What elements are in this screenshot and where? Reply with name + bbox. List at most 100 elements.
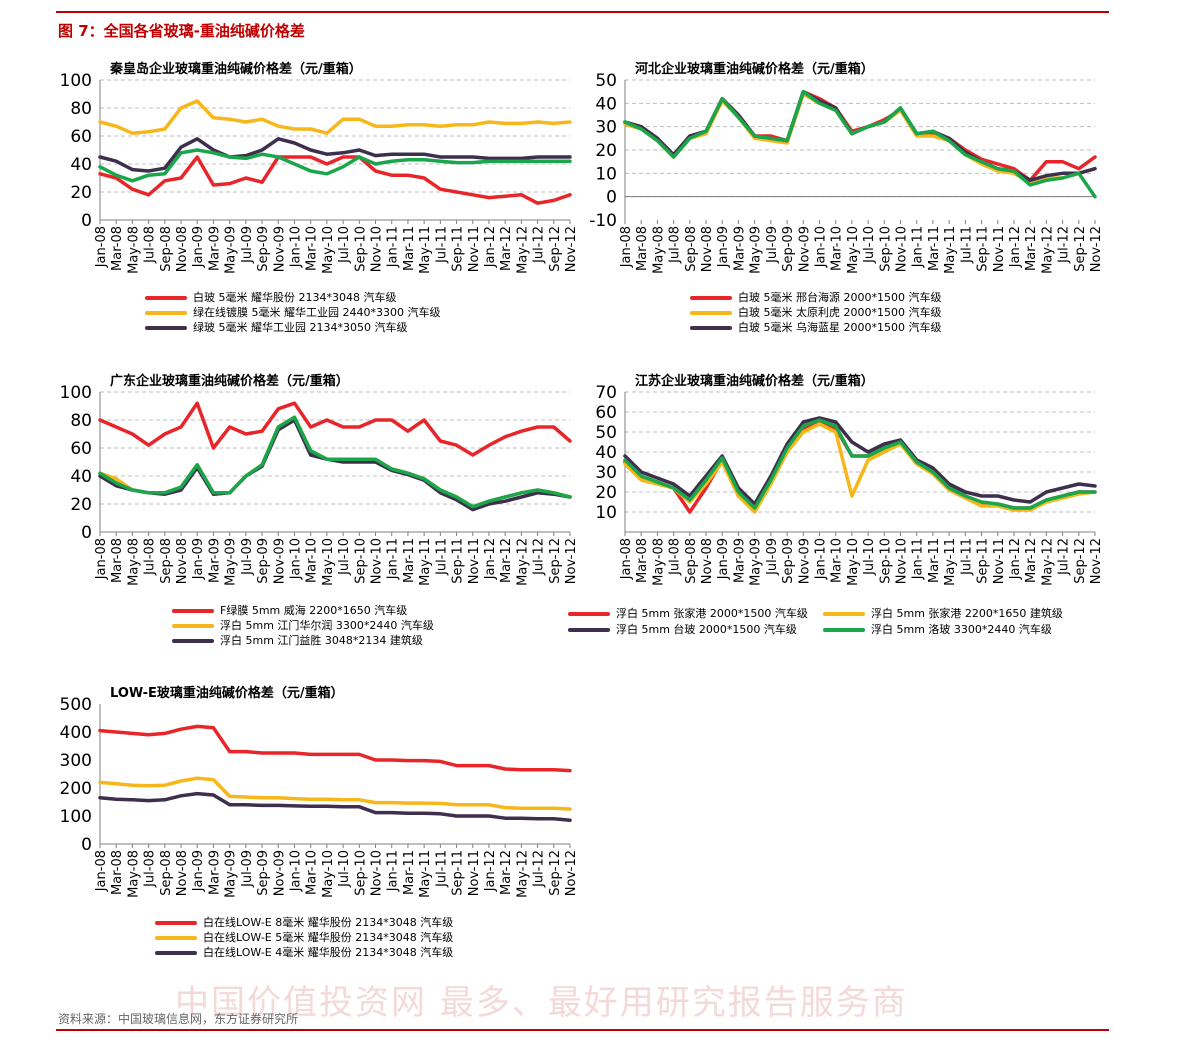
x-tick-label: Nov-10 xyxy=(895,538,910,584)
x-tick-label: Mar-09 xyxy=(207,226,222,271)
x-tick-label: Sep-10 xyxy=(353,226,368,272)
x-tick-label: Jan-09 xyxy=(716,538,731,580)
legend-item: 浮白 5mm 张家港 2200*1650 建筑级 xyxy=(823,606,1078,621)
x-tick-label: Mar-08 xyxy=(110,538,125,583)
x-tick-label: Jul-11 xyxy=(434,850,449,888)
x-tick-label: Jan-12 xyxy=(483,538,498,580)
legend-label: 白玻 5毫米 邢台海源 2000*1500 汽车级 xyxy=(738,291,942,304)
legend-swatch xyxy=(145,310,187,315)
x-tick-label: Jul-11 xyxy=(434,538,449,576)
legend-item: 白在线LOW-E 8毫米 耀华股份 2134*3048 汽车级 xyxy=(155,915,453,930)
legend-label: 白玻 5毫米 耀华股份 2134*3048 汽车级 xyxy=(193,291,397,304)
y-tick-label: 80 xyxy=(70,99,92,119)
x-tick-label: Mar-10 xyxy=(830,226,845,271)
x-tick-label: Sep-10 xyxy=(878,538,893,584)
x-tick-label: Mar-10 xyxy=(305,538,320,583)
x-tick-label: Jan-12 xyxy=(483,850,498,892)
x-tick-label: May-10 xyxy=(321,850,336,898)
x-tick-label: Nov-10 xyxy=(895,226,910,272)
legend-swatch xyxy=(172,638,214,643)
x-tick-label: Nov-11 xyxy=(467,538,482,584)
y-tick-label: 60 xyxy=(70,439,92,459)
x-tick-label: Jul-12 xyxy=(1057,226,1072,264)
y-tick-label: 50 xyxy=(595,423,617,443)
x-tick-label: Mar-08 xyxy=(110,226,125,271)
x-tick-label: Jul-11 xyxy=(434,226,449,264)
legend-item: 浮白 5mm 台玻 2000*1500 汽车级 xyxy=(568,622,823,637)
legend-item: 白玻 5毫米 太原利虎 2000*1500 汽车级 xyxy=(690,305,941,320)
x-tick-label: Sep-10 xyxy=(353,850,368,896)
x-tick-label: Nov-12 xyxy=(564,226,579,272)
x-tick-label: Nov-12 xyxy=(564,850,579,896)
x-tick-label: Mar-12 xyxy=(1024,538,1039,583)
legend-label: 绿玻 5毫米 耀华工业园 2134*3050 汽车级 xyxy=(193,321,408,334)
series-line-red xyxy=(98,155,572,205)
x-tick-label: Sep-12 xyxy=(1073,226,1088,272)
y-tick-label: 60 xyxy=(70,127,92,147)
x-tick-label: Mar-10 xyxy=(305,226,320,271)
x-tick-label: Sep-09 xyxy=(781,538,796,584)
source-note: 资料来源：中国玻璃信息网，东方证券研究所 xyxy=(58,1012,299,1026)
x-tick-label: Jan-10 xyxy=(288,538,303,580)
chart-svg: LOW-E玻璃重油纯碱价格差（元/重箱） 0 100 200 300 400 500 Jan-… xyxy=(60,685,579,898)
x-tick-label: Jan-11 xyxy=(386,850,401,892)
legend-swatch xyxy=(155,935,197,940)
y-tick-label: 30 xyxy=(595,118,617,138)
y-tick-label: 40 xyxy=(70,467,92,487)
y-tick-label: 70 xyxy=(595,383,617,403)
legend-item: 浮白 5mm 江门华尔润 3300*2440 汽车级 xyxy=(172,618,434,633)
x-tick-label: Sep-10 xyxy=(353,538,368,584)
x-tick-label: May-11 xyxy=(418,850,433,898)
y-tick-label: 20 xyxy=(595,483,617,503)
legend-swatch xyxy=(155,920,197,925)
x-tick-label: Jan-11 xyxy=(911,538,926,580)
x-tick-label: May-09 xyxy=(224,226,239,274)
series-line-yellow xyxy=(98,99,572,135)
series-line-dark xyxy=(98,791,572,822)
legend-swatch xyxy=(145,325,187,330)
y-tick-label: 20 xyxy=(595,141,617,161)
legend-swatch xyxy=(690,310,732,315)
x-tick-label: Sep-12 xyxy=(548,226,563,272)
x-tick-label: May-10 xyxy=(846,538,861,586)
y-tick-label: 200 xyxy=(60,779,92,799)
chart-title: 秦皇岛企业玻璃重油纯碱价格差（元/重箱） xyxy=(109,61,362,77)
x-tick-label: Mar-10 xyxy=(305,850,320,895)
x-tick-label: Nov-08 xyxy=(700,226,715,272)
legend-swatch xyxy=(690,295,732,300)
x-tick-label: May-09 xyxy=(749,226,764,274)
legend-jiangsu: 浮白 5mm 张家港 2000*1500 汽车级 浮白 5mm 张家港 2200*… xyxy=(568,606,1088,637)
y-tick-label: 30 xyxy=(595,463,617,483)
x-tick-label: Mar-11 xyxy=(402,850,417,895)
x-tick-label: Jul-12 xyxy=(532,538,547,576)
x-tick-label: Nov-09 xyxy=(797,538,812,584)
legend-item: 浮白 5mm 张家港 2000*1500 汽车级 xyxy=(568,606,823,621)
series-line-green xyxy=(623,418,1097,510)
x-tick-label: Jan-08 xyxy=(94,850,109,892)
x-tick-label: Nov-11 xyxy=(992,538,1007,584)
series-line-red xyxy=(98,401,572,457)
x-tick-label: Mar-12 xyxy=(499,850,514,895)
series-line-green xyxy=(98,415,572,509)
x-tick-label: Jul-11 xyxy=(959,538,974,576)
x-tick-label: Sep-11 xyxy=(451,850,466,896)
x-tick-label: Nov-10 xyxy=(370,850,385,896)
y-tick-label: 100 xyxy=(60,807,92,827)
y-tick-label: 50 xyxy=(595,71,617,91)
legend-label: 白在线LOW-E 5毫米 耀华股份 2134*3048 汽车级 xyxy=(203,931,454,944)
x-tick-label: Jan-08 xyxy=(619,226,634,268)
legend-label: 浮白 5mm 江门华尔润 3300*2440 汽车级 xyxy=(220,619,434,632)
x-tick-label: Nov-11 xyxy=(992,226,1007,272)
legend-label: 浮白 5mm 江门益胜 3048*2134 建筑级 xyxy=(220,634,423,647)
x-tick-label: May-09 xyxy=(224,850,239,898)
x-tick-label: Sep-09 xyxy=(256,226,271,272)
y-tick-label: 0 xyxy=(81,523,92,543)
series-line-dark xyxy=(98,137,572,173)
x-tick-label: May-12 xyxy=(1040,538,1055,586)
x-tick-label: Jul-08 xyxy=(143,538,158,576)
x-tick-label: Mar-08 xyxy=(635,226,650,271)
x-tick-label: Mar-11 xyxy=(402,226,417,271)
